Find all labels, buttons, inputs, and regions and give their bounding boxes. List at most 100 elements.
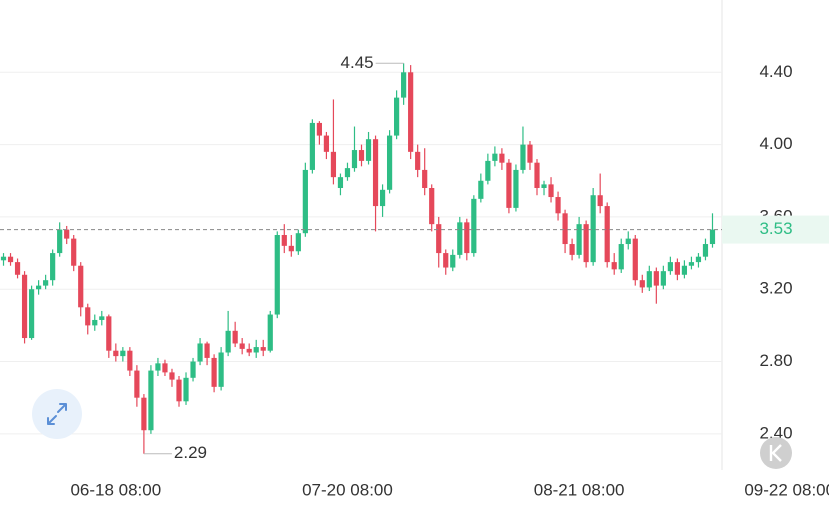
candle-body xyxy=(562,213,568,245)
candle-body xyxy=(253,347,259,353)
candle-body xyxy=(64,229,70,239)
candle-body xyxy=(211,357,217,387)
candle-body xyxy=(583,224,589,263)
candle-body xyxy=(358,150,365,161)
candle-body xyxy=(176,379,182,402)
candle-body xyxy=(653,271,659,286)
candle-body xyxy=(415,151,421,170)
candle-body xyxy=(323,135,330,152)
y-tick-label: 4.40 xyxy=(759,62,792,81)
x-tick-label: 07-20 08:00 xyxy=(302,480,393,499)
candle-body xyxy=(260,347,266,351)
candle-body xyxy=(0,256,7,261)
candle-body xyxy=(576,224,582,255)
candle-body xyxy=(541,184,547,188)
expand-button[interactable] xyxy=(32,389,82,439)
candle-body xyxy=(611,262,617,270)
candle-body xyxy=(709,229,716,245)
candle-body xyxy=(597,195,603,207)
candle-body xyxy=(674,262,680,275)
candle-body xyxy=(57,229,63,254)
candle-body xyxy=(99,316,105,320)
x-tick-label: 06-18 08:00 xyxy=(70,480,161,499)
candle-body xyxy=(71,238,77,266)
candle-body xyxy=(106,316,112,351)
candle-body xyxy=(534,162,540,188)
kline-bg[interactable] xyxy=(760,437,792,469)
candle-body xyxy=(337,177,344,188)
candle-body xyxy=(78,265,84,308)
kline-button[interactable] xyxy=(760,437,792,469)
candle-body xyxy=(548,184,554,198)
candle-body xyxy=(639,280,645,288)
candle-body xyxy=(506,162,512,208)
candle-body xyxy=(379,189,386,207)
candle-body xyxy=(485,160,491,181)
candle-body xyxy=(36,285,42,290)
candle-body xyxy=(520,144,526,170)
candle-body xyxy=(239,343,245,349)
candle-body xyxy=(450,254,456,268)
candle-body xyxy=(162,363,168,373)
candle-body xyxy=(464,222,470,254)
candle-body xyxy=(148,370,154,431)
candle-body xyxy=(14,262,21,275)
candle-body xyxy=(274,235,280,315)
last-price-label: 3.53 xyxy=(759,219,792,238)
candle-body xyxy=(429,188,435,225)
candle-body xyxy=(365,139,372,161)
candle-body xyxy=(372,139,379,207)
x-tick-label: 08-21 08:00 xyxy=(534,480,625,499)
candle-body xyxy=(492,153,498,161)
candle-body xyxy=(408,72,414,152)
candle-body xyxy=(394,97,400,136)
last-price-bg xyxy=(722,215,829,244)
candle-body xyxy=(555,197,561,214)
candle-body xyxy=(471,198,477,254)
candle-body xyxy=(288,245,294,252)
candle-body xyxy=(267,314,273,351)
max-label: 4.45 xyxy=(341,53,374,72)
y-tick-label: 2.40 xyxy=(759,423,792,442)
candle-body xyxy=(590,195,596,263)
candle-body xyxy=(295,233,301,252)
candle-body xyxy=(50,253,56,281)
x-tick-label: 09-22 08:00 xyxy=(744,480,829,499)
candle-body xyxy=(92,319,98,326)
kline-icon[interactable] xyxy=(769,444,782,462)
candle-body xyxy=(28,289,35,339)
candle-body xyxy=(316,122,322,136)
candle-body xyxy=(436,224,442,254)
candle-body xyxy=(386,135,393,190)
y-tick-label: 3.20 xyxy=(759,279,792,298)
candle-body xyxy=(499,153,505,163)
candle-body xyxy=(330,151,337,178)
candle-body xyxy=(422,169,428,188)
candle-body xyxy=(225,330,231,353)
candle-body xyxy=(120,350,126,357)
min-label: 2.29 xyxy=(174,443,207,462)
candle-body xyxy=(457,222,463,255)
candle-body xyxy=(667,262,673,272)
expand-icon[interactable] xyxy=(47,403,67,425)
candle-body xyxy=(478,180,484,199)
candle-body xyxy=(646,271,652,288)
candle-body xyxy=(569,244,575,255)
candle-body xyxy=(351,150,358,169)
candle-body xyxy=(218,352,224,387)
y-tick-label: 2.80 xyxy=(759,351,792,370)
candle-body xyxy=(309,122,315,170)
candle-body xyxy=(246,348,252,353)
candle-body xyxy=(113,350,119,357)
candle-body xyxy=(43,280,49,286)
candle-body xyxy=(702,244,709,257)
candle-body xyxy=(604,206,610,263)
candle-body xyxy=(7,256,14,263)
candle-body xyxy=(85,307,91,326)
candle-body xyxy=(660,271,666,286)
candle-body xyxy=(183,377,189,402)
candle-body xyxy=(618,244,624,270)
expand-bg[interactable] xyxy=(32,389,82,439)
